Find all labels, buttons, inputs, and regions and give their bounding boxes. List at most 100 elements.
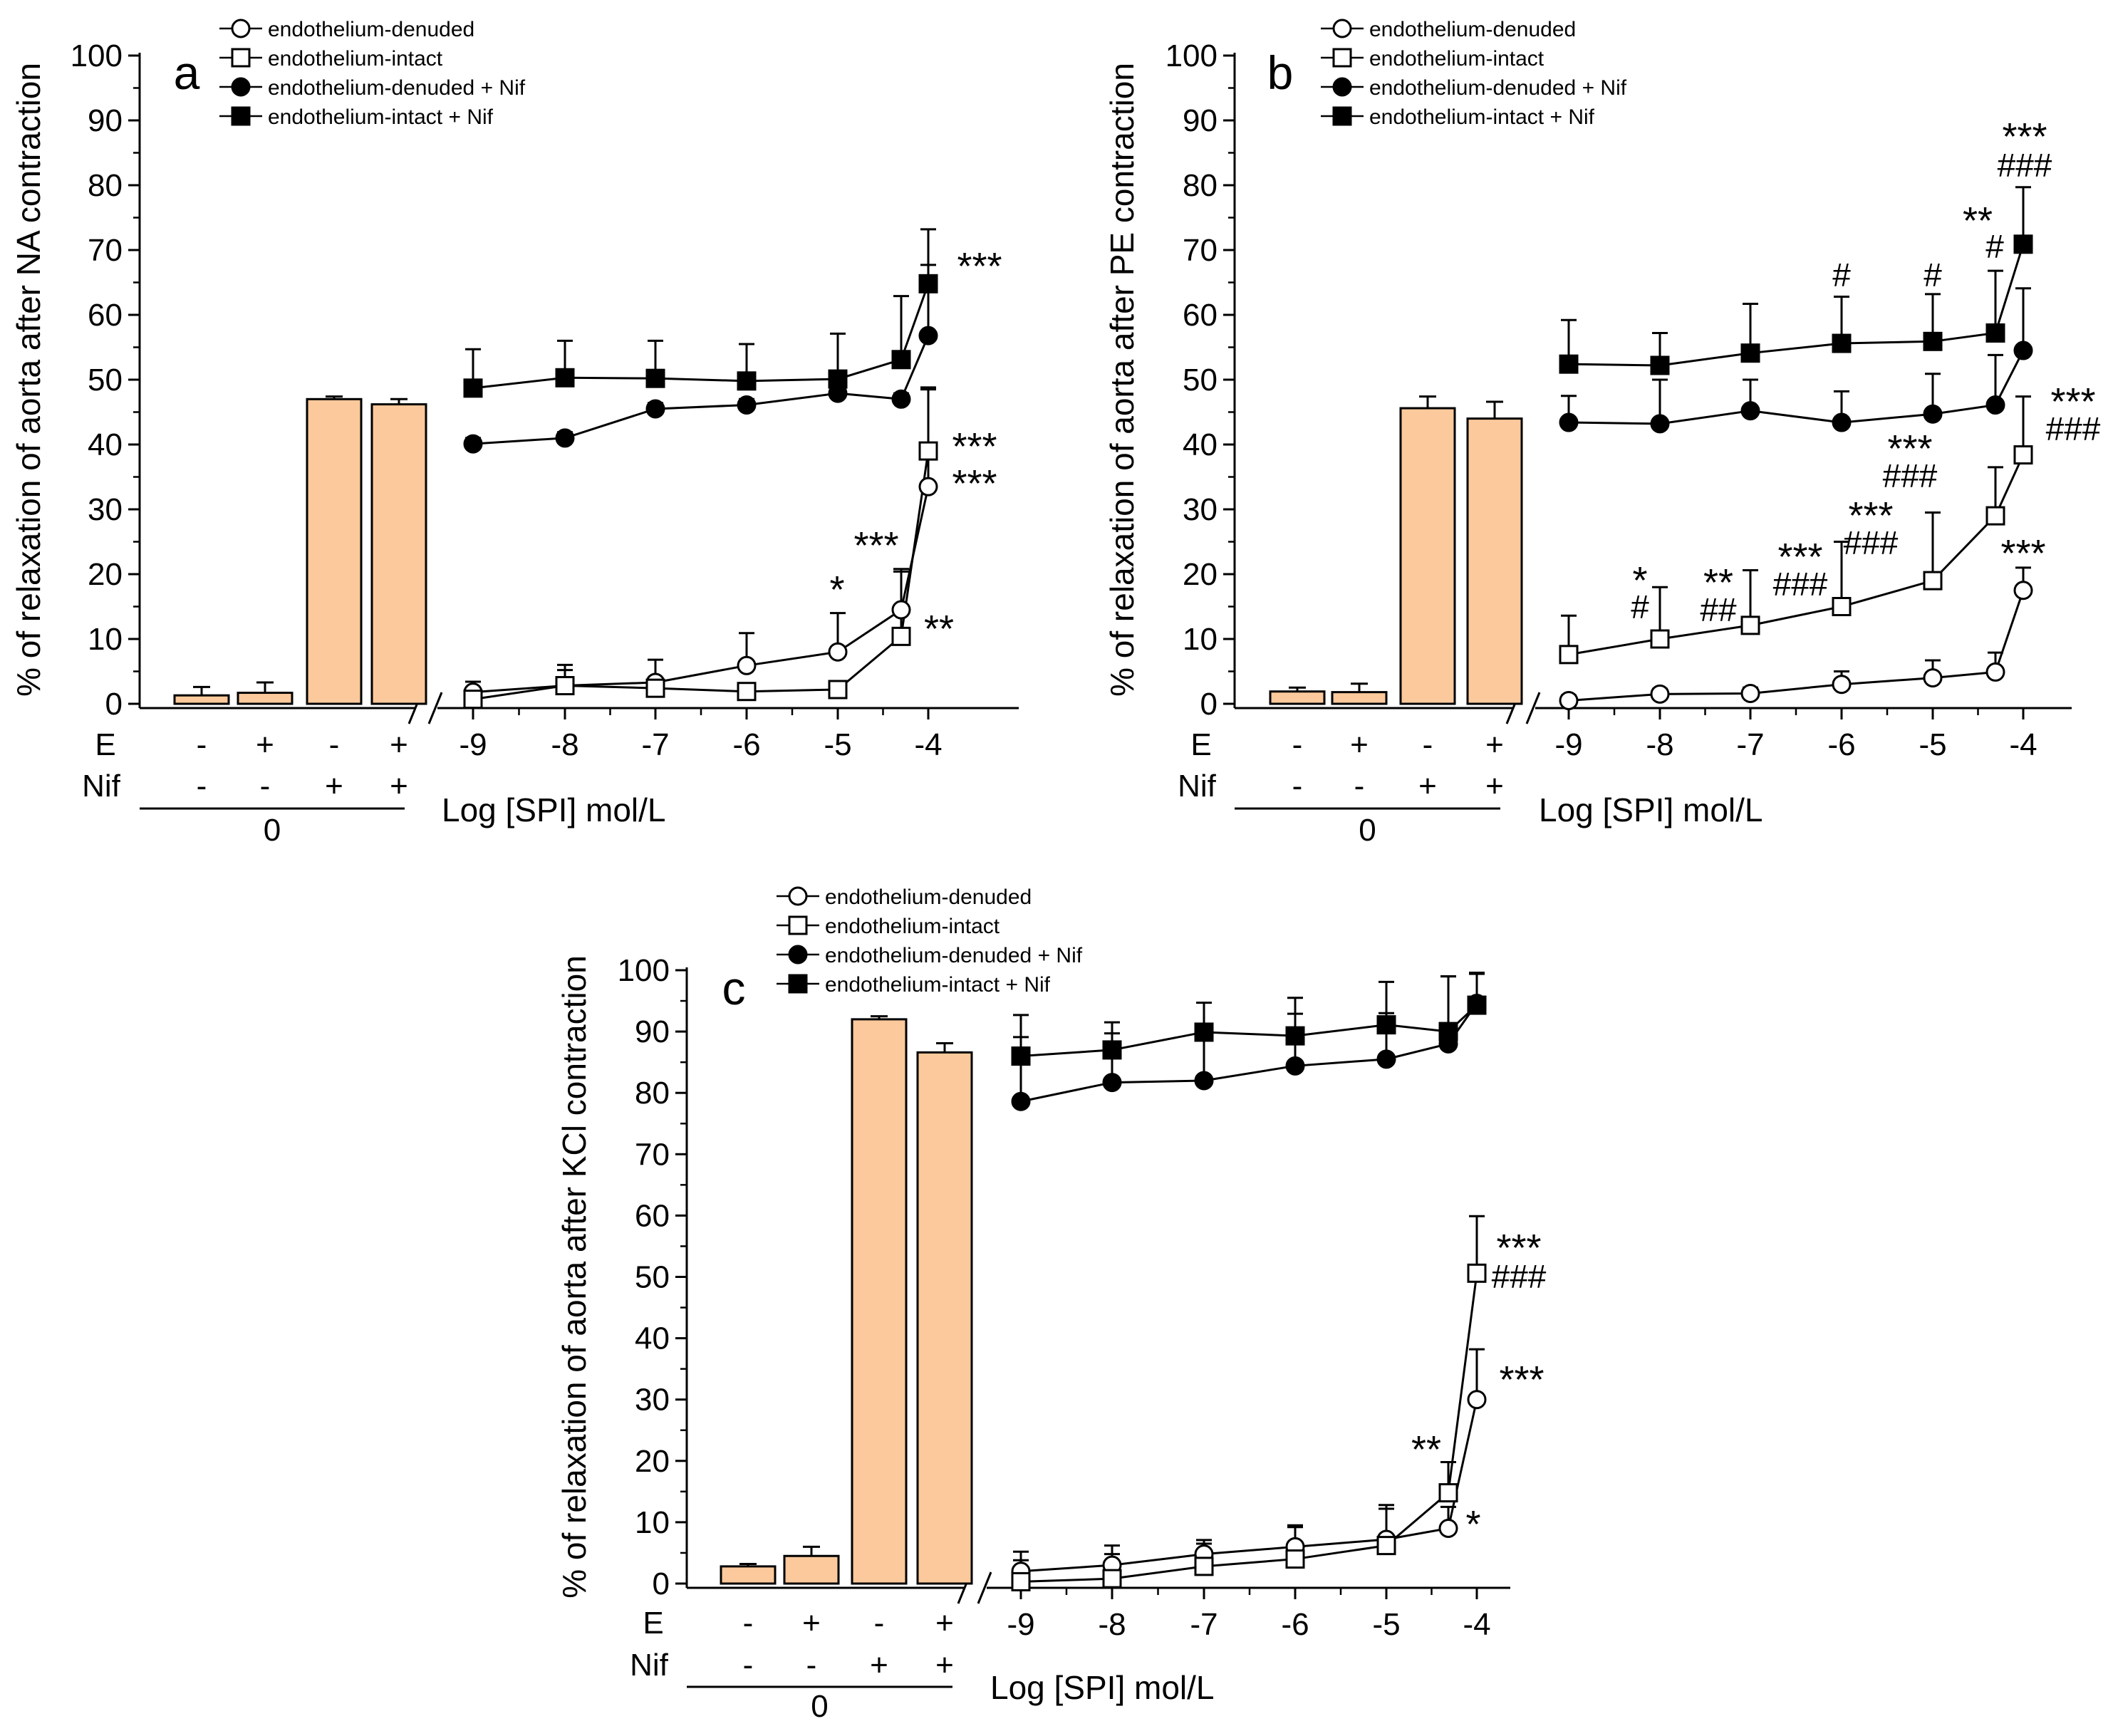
significance-mark: *** xyxy=(957,245,1002,288)
data-point xyxy=(1376,1015,1396,1035)
data-point xyxy=(463,690,483,710)
significance-mark: ** xyxy=(1411,1428,1441,1471)
legend-marker xyxy=(231,19,251,38)
data-point xyxy=(1102,1073,1122,1093)
data-point xyxy=(1285,1056,1305,1076)
x-axis-title: Log [SPI] mol/L xyxy=(990,1669,1215,1706)
significance-mark: *** xyxy=(952,425,997,468)
y-tick-label: 100 xyxy=(618,953,670,988)
x-tick-label: -4 xyxy=(914,727,942,762)
data-point xyxy=(918,441,938,461)
x-tick-label: -5 xyxy=(1372,1607,1400,1642)
bar xyxy=(370,403,427,705)
data-point xyxy=(1832,597,1852,616)
data-point xyxy=(645,678,665,698)
row-Nif-value: + xyxy=(935,1648,954,1683)
data-point xyxy=(555,676,575,696)
row-label-E: E xyxy=(1190,727,1211,762)
x-tick-label: -7 xyxy=(641,727,669,762)
y-tick-label: 0 xyxy=(105,687,123,722)
legend-label: endothelium-intact xyxy=(1369,47,1544,71)
row-Nif-value: + xyxy=(1418,769,1437,804)
y-tick-label: 20 xyxy=(88,557,123,592)
data-point xyxy=(555,428,575,448)
data-point xyxy=(645,399,665,419)
significance-mark: *** xyxy=(853,524,898,567)
legend-marker xyxy=(1332,77,1352,97)
bar xyxy=(1466,417,1523,705)
panel-letter: b xyxy=(1267,46,1294,99)
data-point xyxy=(1011,1046,1031,1066)
y-tick-label: 60 xyxy=(635,1198,670,1233)
significance-mark: *** xyxy=(2000,532,2045,575)
data-point xyxy=(891,350,911,370)
data-point xyxy=(645,368,665,388)
data-point xyxy=(1985,506,2005,526)
bar xyxy=(1269,690,1326,705)
legend-marker xyxy=(788,886,808,906)
data-point xyxy=(918,477,938,497)
x-tick-label: -5 xyxy=(824,727,851,762)
legend-label: endothelium-intact xyxy=(268,47,443,71)
data-point xyxy=(1467,1263,1487,1283)
y-tick-label: 90 xyxy=(88,103,123,138)
row-Nif-value: - xyxy=(260,769,271,804)
x-tick-label: -6 xyxy=(1827,727,1855,762)
significance-mark: * xyxy=(1632,559,1647,602)
row-Nif-value: - xyxy=(1354,769,1365,804)
legend-label: endothelium-intact + Nif xyxy=(825,973,1051,997)
row-E-value: - xyxy=(197,727,207,762)
y-tick-label: 40 xyxy=(1183,427,1218,462)
data-point xyxy=(1559,354,1579,374)
series-line xyxy=(1568,244,2025,367)
legend-label: endothelium-denuded xyxy=(268,18,474,41)
group-label: 0 xyxy=(264,813,281,848)
x-tick-label: -9 xyxy=(1007,1607,1034,1642)
significance-mark: # xyxy=(1631,588,1649,625)
group-label: 0 xyxy=(1359,813,1376,848)
data-point xyxy=(828,642,848,662)
axis-break-mark xyxy=(427,692,443,724)
legend-marker xyxy=(1332,19,1352,38)
row-E-value: + xyxy=(1350,727,1369,762)
y-tick-label: 40 xyxy=(635,1321,670,1356)
y-tick-label: 10 xyxy=(1183,622,1218,657)
significance-mark: ### xyxy=(1844,524,1899,561)
row-E-value: - xyxy=(1423,727,1433,762)
row-E-value: - xyxy=(874,1606,885,1641)
data-point xyxy=(1559,690,1579,710)
row-label-Nif: Nif xyxy=(82,769,121,804)
data-point xyxy=(918,326,938,345)
data-point xyxy=(737,682,757,702)
x-tick-label: -8 xyxy=(1646,727,1673,762)
y-tick-label: 90 xyxy=(1183,103,1218,138)
row-Nif-value: - xyxy=(197,769,207,804)
data-point xyxy=(1650,684,1670,704)
data-point xyxy=(463,434,483,454)
data-point xyxy=(1559,412,1579,432)
data-point xyxy=(1650,414,1670,434)
significance-mark: *** xyxy=(1496,1227,1541,1269)
significance-mark: * xyxy=(1465,1503,1480,1546)
data-point xyxy=(1285,1026,1305,1046)
x-tick-label: -6 xyxy=(1281,1607,1309,1642)
group-label: 0 xyxy=(811,1689,828,1724)
data-point xyxy=(828,369,848,389)
row-E-value: - xyxy=(329,727,340,762)
row-E-value: + xyxy=(1485,727,1504,762)
x-tick-label: -9 xyxy=(1554,727,1582,762)
axis-break-mark xyxy=(977,1571,992,1604)
series-line xyxy=(1568,350,2025,425)
significance-mark: # xyxy=(1985,228,2004,265)
data-point xyxy=(1650,629,1670,649)
series-line xyxy=(472,450,930,701)
data-point xyxy=(737,371,757,391)
row-label-E: E xyxy=(643,1606,663,1641)
x-tick-label: -4 xyxy=(1463,1607,1490,1642)
legend-marker xyxy=(231,106,251,126)
data-point xyxy=(1923,668,1943,688)
panel-b: 0 10 20 30 40 50 60 70 80 90 100 % of relaxation of… xyxy=(1104,18,2072,848)
y-tick-label: 0 xyxy=(653,1566,670,1601)
axis-break-mark xyxy=(1525,692,1541,724)
y-tick-label: 30 xyxy=(88,492,123,527)
